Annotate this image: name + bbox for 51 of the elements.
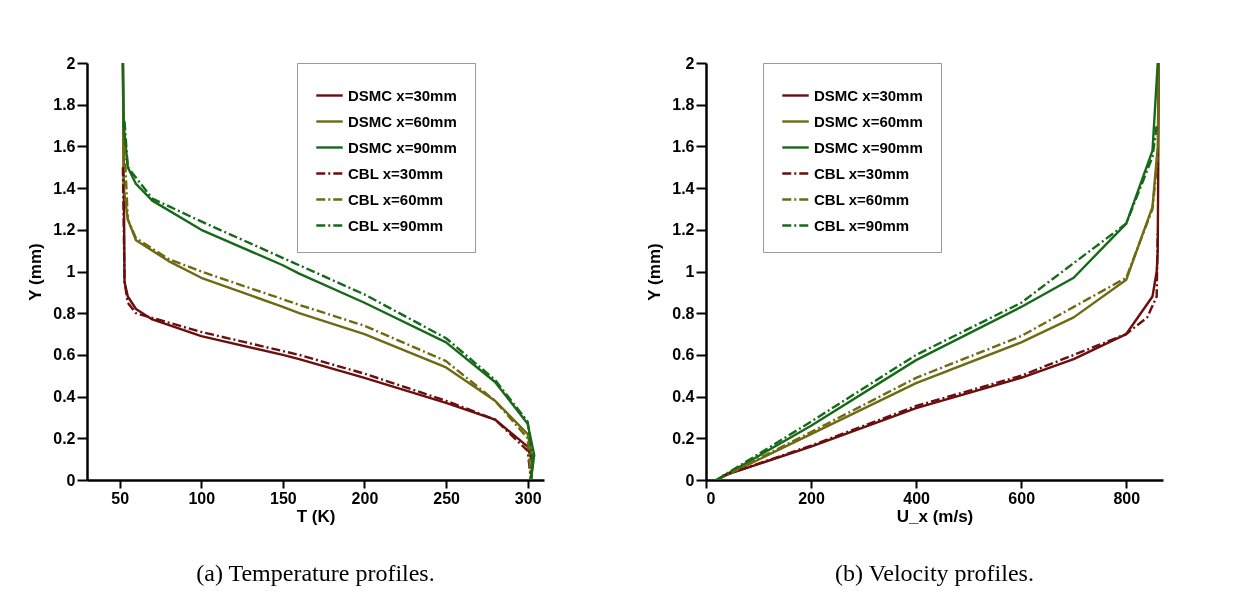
y-tick-label: 1.8: [53, 96, 76, 114]
y-tick-label: 0.4: [672, 388, 695, 406]
x-axis-title: U_x (m/s): [896, 506, 974, 526]
legend-label: DSMC x=90mm: [814, 138, 923, 156]
x-tick-label: 150: [270, 489, 297, 507]
legend-label: DSMC x=30mm: [348, 86, 457, 104]
y-tick-label: 1: [66, 263, 76, 280]
x-tick-label: 200: [798, 489, 825, 507]
y-tick-label: 1.2: [53, 221, 76, 239]
x-axis-title: T (K): [296, 506, 336, 526]
legend-label: CBL x=60mm: [814, 190, 910, 208]
x-tick-label: 250: [433, 489, 461, 507]
legend-label: DSMC x=30mm: [814, 86, 923, 104]
legend-label: CBL x=90mm: [814, 216, 910, 234]
y-axis-title: Y (mm): [26, 243, 46, 301]
x-tick-label: 300: [514, 489, 542, 507]
y-tick-label: 1.6: [53, 137, 76, 155]
y-tick-label: 0.6: [672, 346, 695, 364]
x-tick-label: 0: [706, 489, 716, 507]
y-tick-label: 1.2: [672, 221, 695, 239]
legend-label: DSMC x=90mm: [348, 138, 457, 156]
x-tick-label: 100: [188, 489, 216, 507]
x-tick-label: 50: [111, 489, 130, 507]
y-tick-label: 0.8: [53, 304, 76, 322]
y-tick-label: 1.4: [53, 179, 76, 197]
y-axis-title: Y (mm): [645, 243, 665, 301]
y-tick-label: 0.4: [53, 388, 76, 406]
y-tick-label: 0: [66, 471, 76, 489]
legend-label: CBL x=30mm: [814, 164, 910, 182]
y-tick-label: 0.2: [672, 429, 695, 447]
text: (b) Velocity profiles.: [835, 560, 1034, 586]
y-tick-label: 0: [685, 471, 695, 489]
y-tick-label: 1.4: [672, 179, 695, 197]
legend-label: CBL x=90mm: [348, 216, 444, 234]
y-tick-label: 1.8: [672, 96, 695, 114]
y-tick-label: 2: [66, 54, 76, 72]
x-tick-label: 600: [1008, 489, 1036, 507]
legend-label: DSMC x=60mm: [814, 112, 923, 130]
y-tick-label: 0.6: [53, 346, 76, 364]
text: (a) Temperature profiles.: [196, 560, 435, 586]
y-tick-label: 0.8: [672, 304, 695, 322]
y-tick-label: 0.2: [53, 429, 76, 447]
legend-label: DSMC x=60mm: [348, 112, 457, 130]
x-tick-label: 800: [1113, 489, 1141, 507]
x-tick-label: 400: [903, 489, 931, 507]
y-tick-label: 1.6: [672, 137, 695, 155]
y-tick-label: 1: [685, 263, 695, 280]
x-tick-label: 200: [351, 489, 379, 507]
legend-label: CBL x=60mm: [348, 190, 444, 208]
legend-label: CBL x=30mm: [348, 164, 444, 182]
y-tick-label: 2: [685, 54, 695, 72]
